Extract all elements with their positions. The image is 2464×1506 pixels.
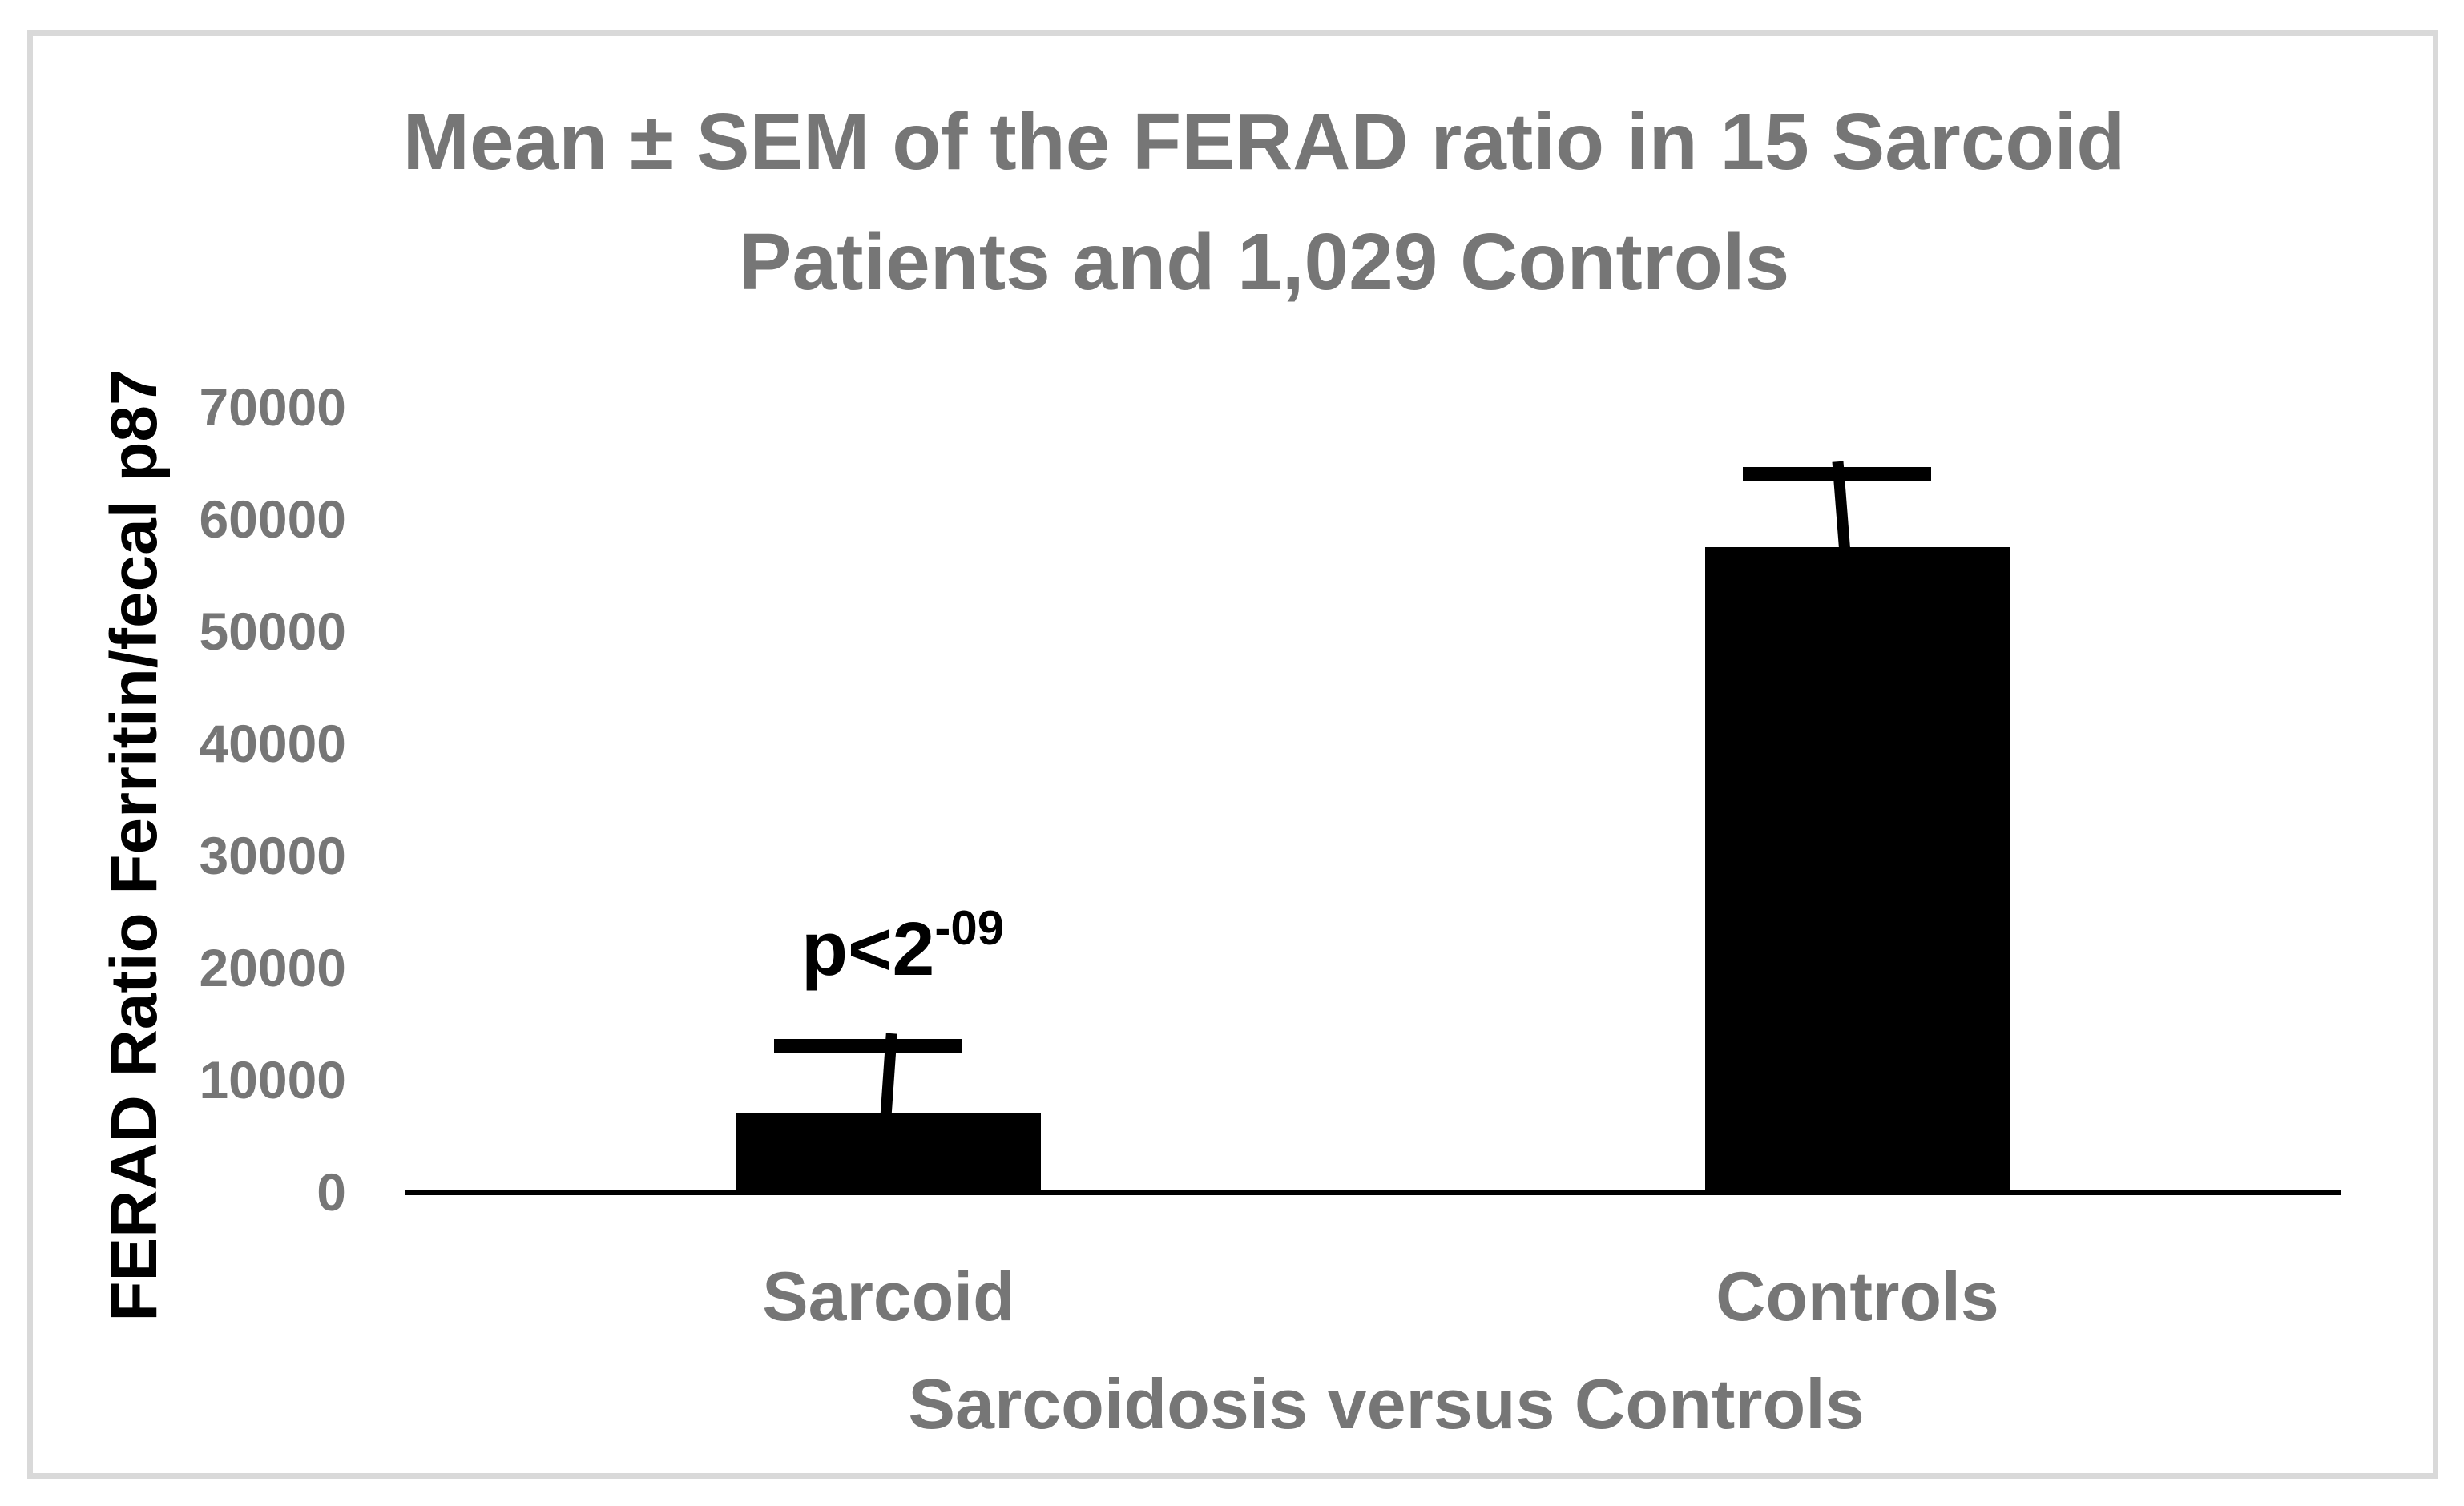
error-bar-cap-sarcoid — [773, 1039, 962, 1053]
chart-title-line-1: Mean ± SEM of the FERAD ratio in 15 Sarc… — [402, 97, 2126, 187]
x-category-label-sarcoid: Sarcoid — [762, 1258, 1015, 1335]
y-tick-label: 50000 — [199, 602, 346, 661]
x-category-label-controls: Controls — [1716, 1258, 1999, 1335]
y-tick-label: 30000 — [199, 826, 346, 885]
p-value-base: p<2 — [801, 907, 935, 992]
bar-sarcoid — [736, 1113, 1041, 1192]
chart-title-line-2: Patients and 1,029 Controls — [738, 217, 1790, 307]
p-value-annotation: p<2-09 — [801, 901, 1004, 1003]
p-value-exponent: -09 — [934, 901, 1005, 955]
chart-title: Mean ± SEM of the FERAD ratio in 15 Sarc… — [64, 82, 2464, 322]
y-tick-label: 20000 — [199, 938, 346, 997]
y-tick-label: 0 — [317, 1162, 346, 1222]
bar-controls — [1705, 547, 2010, 1192]
y-tick-label: 40000 — [199, 714, 346, 773]
y-tick-label: 60000 — [199, 489, 346, 549]
y-tick-label: 70000 — [199, 377, 346, 437]
x-axis-line — [405, 1190, 2341, 1195]
y-tick-label: 10000 — [199, 1050, 346, 1109]
x-axis-title: Sarcoidosis versus Controls — [908, 1364, 1865, 1444]
chart-border-frame — [27, 30, 2438, 1479]
